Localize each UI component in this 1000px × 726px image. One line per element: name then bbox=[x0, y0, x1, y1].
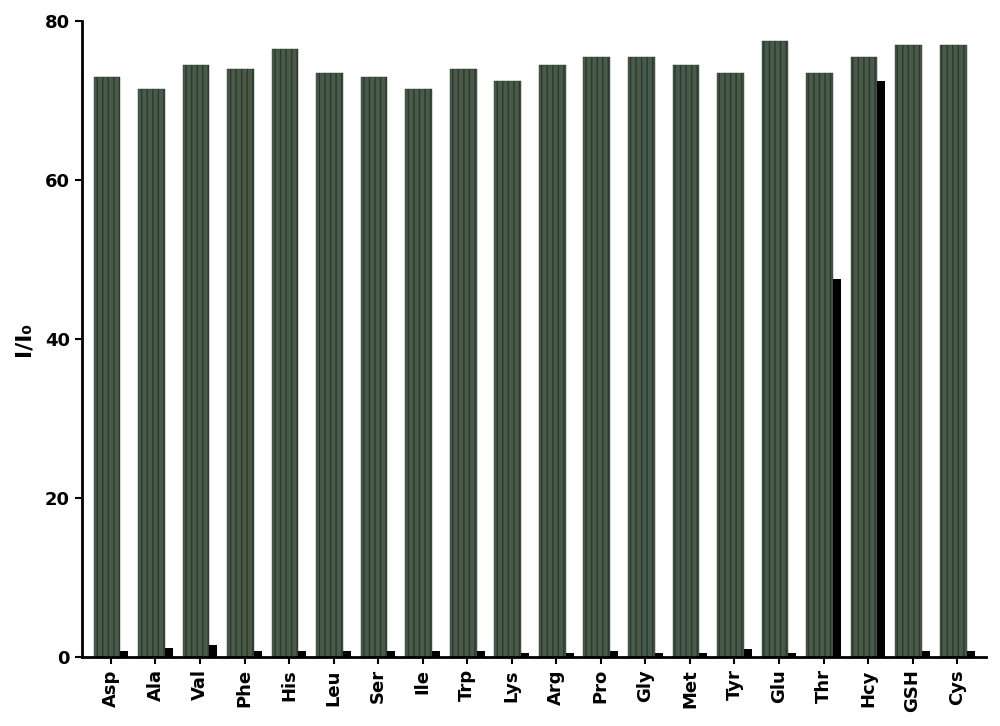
Y-axis label: I/I₀: I/I₀ bbox=[14, 322, 34, 356]
Bar bbox=[254, 651, 262, 658]
Bar bbox=[583, 57, 610, 658]
Bar bbox=[450, 69, 477, 658]
Bar bbox=[494, 81, 521, 658]
Bar bbox=[717, 73, 744, 658]
Bar bbox=[227, 69, 254, 658]
Bar bbox=[655, 653, 663, 658]
Bar bbox=[877, 81, 885, 658]
Bar bbox=[788, 653, 796, 658]
Bar bbox=[806, 73, 833, 658]
Bar bbox=[120, 651, 128, 658]
Bar bbox=[566, 653, 574, 658]
Bar bbox=[387, 651, 395, 658]
Bar bbox=[922, 651, 930, 658]
Bar bbox=[967, 651, 975, 658]
Bar bbox=[183, 65, 209, 658]
Bar bbox=[361, 76, 387, 658]
Bar bbox=[699, 653, 707, 658]
Bar bbox=[432, 651, 440, 658]
Bar bbox=[833, 280, 841, 658]
Bar bbox=[851, 57, 877, 658]
Bar bbox=[539, 65, 566, 658]
Bar bbox=[165, 648, 173, 658]
Bar bbox=[940, 45, 967, 658]
Bar bbox=[744, 650, 752, 658]
Bar bbox=[298, 651, 306, 658]
Bar bbox=[316, 73, 343, 658]
Bar bbox=[405, 89, 432, 658]
Bar bbox=[673, 65, 699, 658]
Bar bbox=[610, 651, 618, 658]
Bar bbox=[762, 41, 788, 658]
Bar bbox=[521, 653, 529, 658]
Bar bbox=[272, 49, 298, 658]
Bar bbox=[895, 45, 922, 658]
Bar bbox=[628, 57, 655, 658]
Bar bbox=[209, 645, 217, 658]
Bar bbox=[477, 651, 485, 658]
Bar bbox=[343, 651, 351, 658]
Bar bbox=[138, 89, 165, 658]
Bar bbox=[94, 76, 120, 658]
